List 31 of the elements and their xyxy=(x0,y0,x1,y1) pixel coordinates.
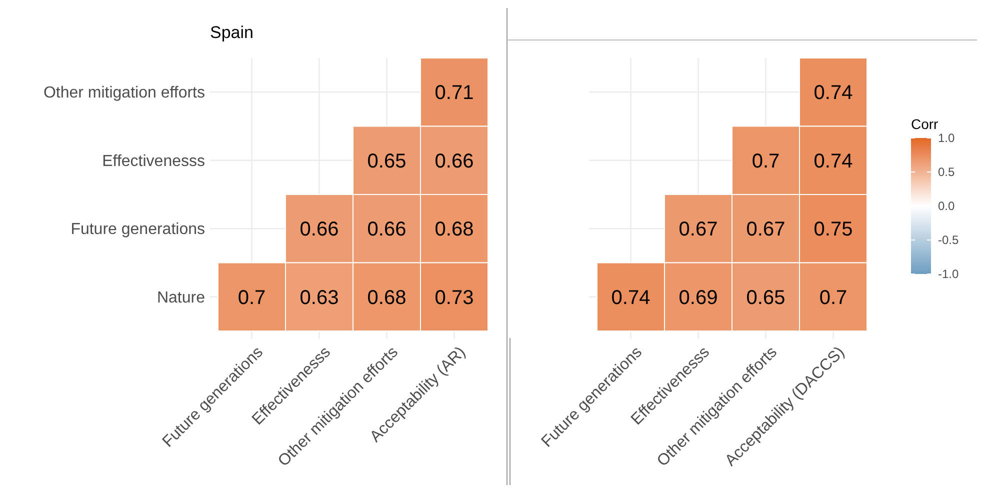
color-bar-title: Corr xyxy=(911,116,939,132)
data-label: 0.7 xyxy=(238,286,266,309)
y-tick-label: Effectivenesss xyxy=(102,152,205,170)
data-label: 0.73 xyxy=(434,286,474,309)
data-label: 0.66 xyxy=(434,150,474,172)
color-bar-label: 0.5 xyxy=(938,165,956,180)
data-label: 0.74 xyxy=(611,286,650,309)
data-label: 0.68 xyxy=(367,286,406,309)
y-tick-label: Nature xyxy=(156,289,206,306)
chart-title: Spain xyxy=(210,23,254,42)
y-tick-label: Other mitigation efforts xyxy=(43,84,205,102)
color-bar-label: 1.0 xyxy=(938,131,956,146)
color-bar-label: -0.5 xyxy=(938,233,960,248)
data-label: 0.65 xyxy=(746,286,786,309)
data-label: 0.75 xyxy=(814,218,853,241)
y-tick-label: Future generations xyxy=(70,221,205,238)
color-bar-label: 0.0 xyxy=(938,199,956,214)
data-label: 0.66 xyxy=(300,218,339,241)
data-label: 0.74 xyxy=(814,82,853,104)
data-label: 0.67 xyxy=(746,218,786,241)
color-bar-label: -1.0 xyxy=(938,267,960,282)
data-label: 0.63 xyxy=(300,286,339,309)
data-label: 0.71 xyxy=(434,82,474,104)
data-label: 0.74 xyxy=(814,150,853,172)
data-label: 0.7 xyxy=(819,286,848,309)
data-label: 0.7 xyxy=(752,150,780,172)
data-label: 0.68 xyxy=(434,218,474,241)
data-label: 0.69 xyxy=(678,286,718,309)
data-label: 0.65 xyxy=(367,150,406,172)
data-label: 0.66 xyxy=(367,218,406,241)
data-label: 0.67 xyxy=(678,218,718,241)
